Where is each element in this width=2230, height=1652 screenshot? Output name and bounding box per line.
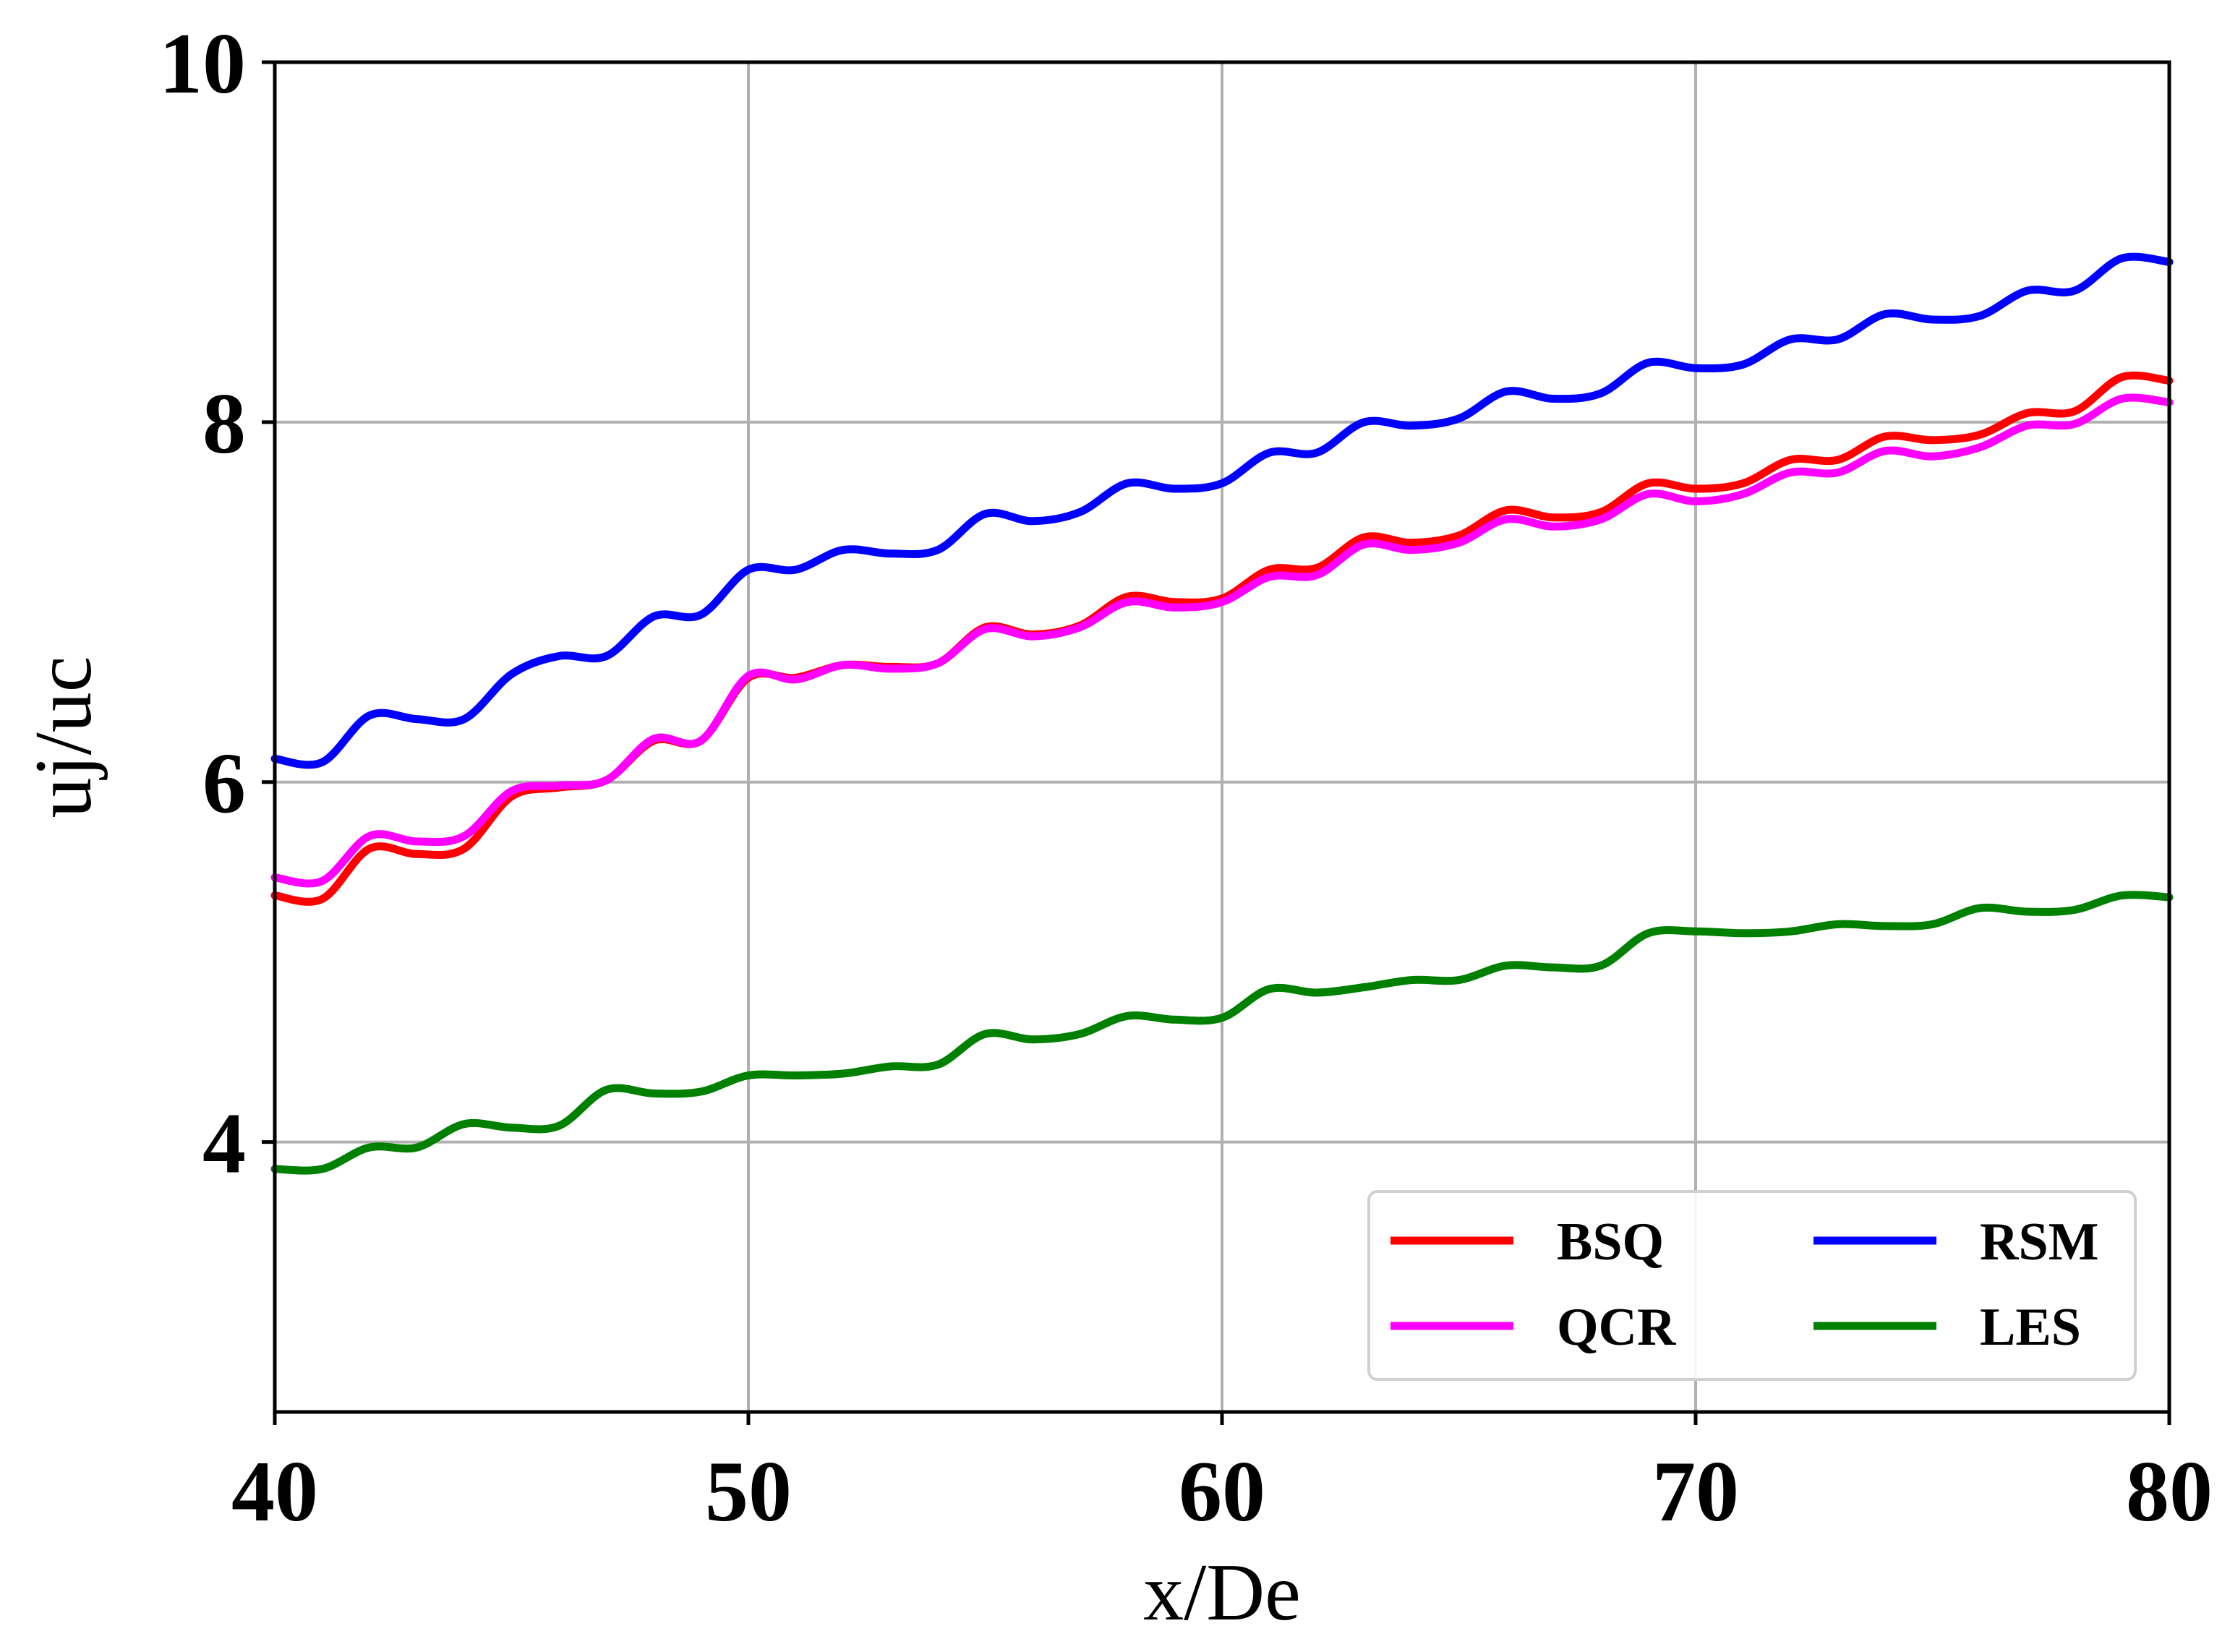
x-tick-label: 40 [231, 1443, 318, 1539]
legend-label-les: LES [1980, 1298, 2081, 1357]
y-tick-label: 6 [202, 735, 246, 831]
legend-label-rsm: RSM [1980, 1212, 2098, 1272]
x-tick-label: 80 [2126, 1443, 2213, 1539]
legend-box [1367, 1190, 2137, 1381]
y-tick-label: 10 [159, 15, 246, 111]
y-tick-label: 8 [202, 375, 246, 471]
plot-series [270, 252, 2174, 1175]
series-line-rsm [270, 252, 2174, 769]
legend-label-qcr: QCR [1557, 1298, 1677, 1357]
x-tick-label: 50 [705, 1443, 792, 1539]
x-tick-label: 70 [1652, 1443, 1739, 1539]
x-axis-label: x/De [1143, 1548, 1301, 1638]
series-line-les [270, 891, 2174, 1175]
series-line-qcr [270, 393, 2174, 888]
y-axis-label: uj/uc [19, 656, 108, 818]
y-tick-label: 4 [202, 1095, 246, 1191]
legend-label-bsq: BSQ [1557, 1212, 1664, 1272]
legend: BSQ QCR RSM LES [1367, 1190, 2137, 1381]
x-tick-label: 60 [1179, 1443, 1265, 1539]
axis-ticks: 40 50 60 70 80 4 6 8 10 [159, 15, 2213, 1539]
